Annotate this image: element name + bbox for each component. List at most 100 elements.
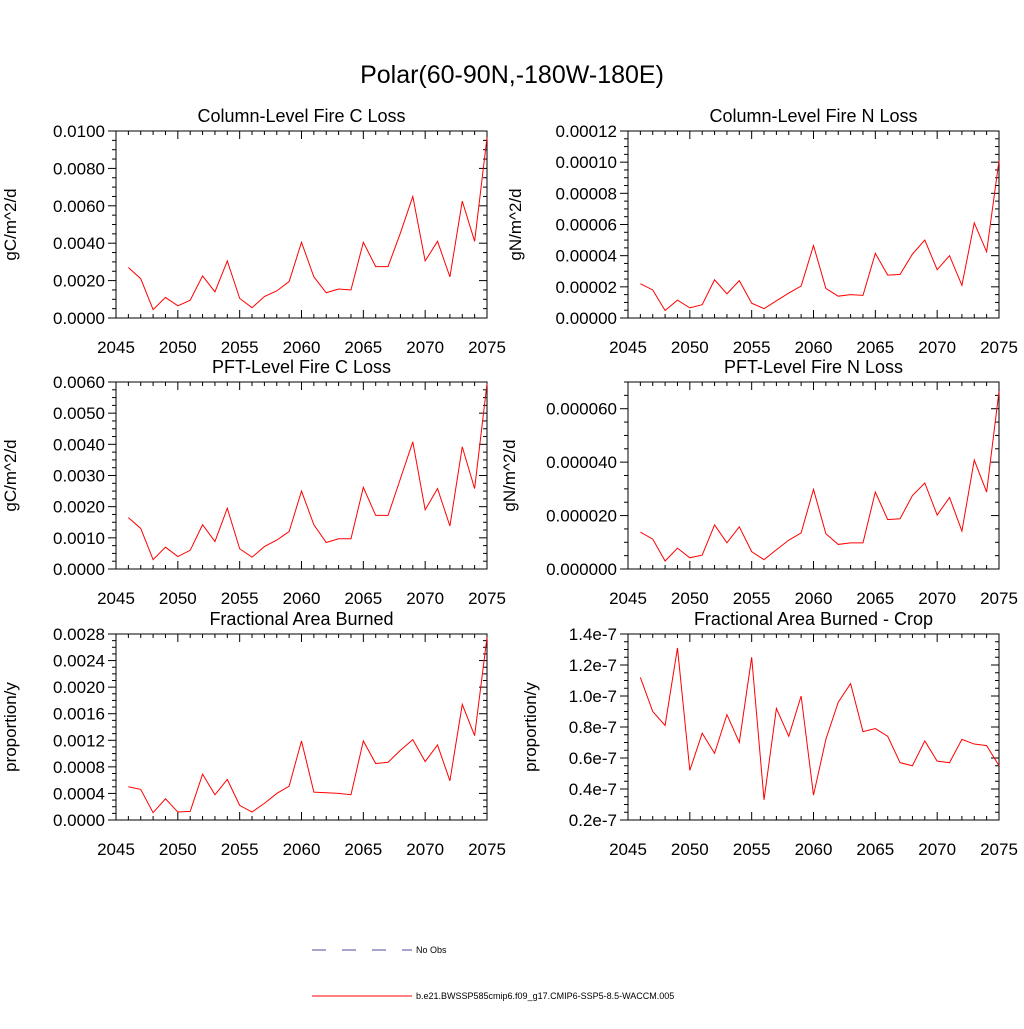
- x-tick-label: 2060: [795, 840, 833, 859]
- y-tick-label: 0.000000: [546, 560, 617, 579]
- y-tick-label: 0.0000: [53, 309, 105, 328]
- x-tick-label: 2065: [856, 589, 894, 608]
- x-tick-label: 2060: [283, 840, 321, 859]
- x-tick-label: 2050: [159, 338, 197, 357]
- series-line-1: [128, 637, 488, 814]
- y-tick-label: 1.2e-7: [569, 656, 617, 675]
- chart-title: Column-Level Fire N Loss: [709, 106, 917, 126]
- y-tick-label: 0.0020: [53, 272, 105, 291]
- x-tick-label: 2070: [406, 589, 444, 608]
- x-tick-label: 2070: [406, 840, 444, 859]
- y-tick-label: 0.0000: [53, 811, 105, 830]
- y-tick-label: 0.0008: [53, 758, 105, 777]
- x-tick-label: 2055: [221, 589, 259, 608]
- x-tick-label: 2070: [406, 338, 444, 357]
- x-tick-label: 2075: [468, 840, 506, 859]
- x-tick-label: 2070: [918, 338, 956, 357]
- y-tick-label: 0.0100: [53, 122, 105, 141]
- chart-panel-5: Fractional Area Burned proportion/y 2045 20…: [1, 609, 506, 859]
- y-axis-label: proportion/y: [1, 682, 20, 772]
- y-tick-label: 0.0012: [53, 731, 105, 750]
- y-tick-label: 0.0024: [53, 652, 105, 671]
- x-tick-label: 2045: [97, 840, 135, 859]
- x-tick-label: 2045: [609, 840, 647, 859]
- y-tick-label: 0.4e-7: [569, 780, 617, 799]
- chart-title: Fractional Area Burned: [209, 609, 393, 629]
- series-line-1: [640, 160, 1000, 312]
- x-tick-label: 2060: [795, 589, 833, 608]
- x-tick-label: 2055: [733, 589, 771, 608]
- y-tick-label: 1.0e-7: [569, 687, 617, 706]
- y-tick-label: 1.4e-7: [569, 625, 617, 644]
- x-tick-label: 2045: [609, 338, 647, 357]
- x-tick-label: 2075: [980, 589, 1018, 608]
- y-tick-label: 0.0020: [53, 498, 105, 517]
- y-tick-label: 0.000060: [546, 400, 617, 419]
- x-tick-label: 2050: [159, 840, 197, 859]
- x-tick-label: 2050: [159, 589, 197, 608]
- y-tick-label: 0.0020: [53, 678, 105, 697]
- x-tick-label: 2065: [344, 840, 382, 859]
- x-tick-label: 2075: [980, 840, 1018, 859]
- y-tick-label: 0.0060: [53, 373, 105, 392]
- y-tick-label: 0.00006: [556, 216, 617, 235]
- plot-frame: [627, 130, 1000, 319]
- y-tick-label: 0.00012: [556, 122, 617, 141]
- y-tick-label: 0.00008: [556, 184, 617, 203]
- chart-panel-6: Fractional Area Burned - Crop proportion/…: [521, 609, 1018, 859]
- x-tick-label: 2060: [283, 589, 321, 608]
- chart-title: Column-Level Fire C Loss: [197, 106, 405, 126]
- x-tick-label: 2065: [344, 589, 382, 608]
- y-tick-label: 0.0050: [53, 404, 105, 423]
- x-tick-label: 2065: [856, 338, 894, 357]
- x-tick-label: 2060: [795, 338, 833, 357]
- chart-panel-2: Column-Level Fire N Loss gN/m^2/d 2045 2050…: [506, 106, 1018, 357]
- x-tick-label: 2055: [733, 338, 771, 357]
- plot-frame: [115, 130, 488, 319]
- x-tick-label: 2075: [468, 589, 506, 608]
- x-tick-label: 2060: [283, 338, 321, 357]
- y-tick-label: 0.2e-7: [569, 811, 617, 830]
- series-line-1: [639, 647, 1000, 800]
- x-tick-label: 2055: [221, 338, 259, 357]
- x-tick-label: 2045: [97, 589, 135, 608]
- series-line-1: [128, 137, 488, 311]
- chart-title: Fractional Area Burned - Crop: [694, 609, 933, 629]
- y-tick-label: 0.000020: [546, 507, 617, 526]
- y-tick-label: 0.0010: [53, 529, 105, 548]
- y-axis-label: gC/m^2/d: [1, 439, 20, 511]
- x-tick-label: 2050: [671, 589, 709, 608]
- plot-frame: [115, 381, 488, 570]
- y-tick-label: 0.00000: [556, 309, 617, 328]
- plot-frame: [115, 633, 488, 821]
- legend-label-no-obs: No Obs: [416, 945, 447, 955]
- y-tick-label: 0.8e-7: [569, 718, 617, 737]
- y-tick-label: 0.0028: [53, 625, 105, 644]
- x-tick-label: 2050: [671, 338, 709, 357]
- x-tick-label: 2070: [918, 589, 956, 608]
- y-tick-label: 0.0040: [53, 435, 105, 454]
- x-tick-label: 2075: [468, 338, 506, 357]
- x-tick-label: 2055: [221, 840, 259, 859]
- series-line-1: [128, 383, 488, 561]
- chart-panel-4: PFT-Level Fire N Loss gN/m^2/d 2045 2050 205…: [500, 357, 1018, 608]
- x-tick-label: 2055: [733, 840, 771, 859]
- y-axis-label: gN/m^2/d: [500, 439, 519, 511]
- y-tick-label: 0.00004: [556, 247, 617, 266]
- y-tick-label: 0.0000: [53, 560, 105, 579]
- chart-panel-3: PFT-Level Fire C Loss gC/m^2/d 2045 2050 205…: [1, 357, 506, 608]
- series-line-1: [640, 391, 1000, 562]
- x-tick-label: 2065: [856, 840, 894, 859]
- y-tick-label: 0.0080: [53, 159, 105, 178]
- y-tick-label: 0.00002: [556, 278, 617, 297]
- y-tick-label: 0.0016: [53, 705, 105, 724]
- chart-panels: Column-Level Fire C Loss gC/m^2/d 2045 2050…: [1, 106, 1018, 859]
- y-axis-label: gN/m^2/d: [506, 188, 525, 260]
- y-tick-label: 0.6e-7: [569, 749, 617, 768]
- chart-title: PFT-Level Fire C Loss: [212, 357, 391, 377]
- x-tick-label: 2045: [609, 589, 647, 608]
- y-tick-label: 0.000040: [546, 453, 617, 472]
- legend-label-model: b.e21.BWSSP585cmip6.f09_g17.CMIP6-SSP5-8…: [416, 991, 674, 1001]
